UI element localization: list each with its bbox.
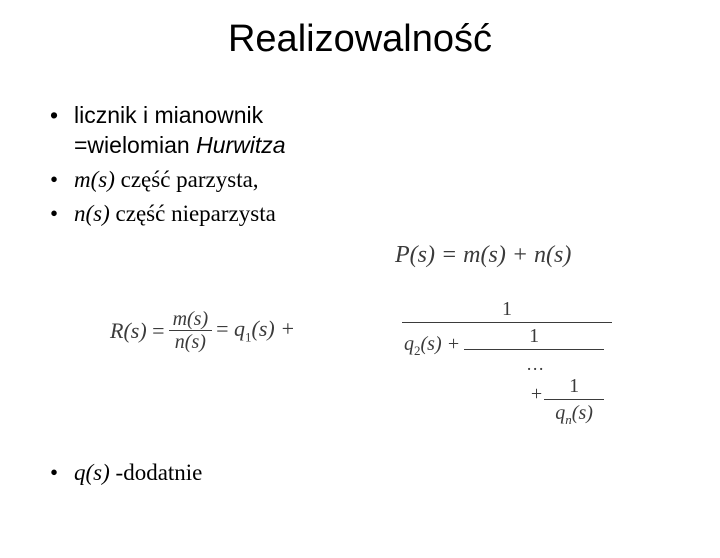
equation-r-s: R(s) = m(s) n(s) = q1(s) + [110, 308, 295, 353]
bullet-2-var: m(s) [74, 167, 115, 192]
cfrac-plus: + [531, 375, 542, 406]
bottom-bullet-list: q(s) -dodatnie [50, 458, 202, 492]
cfrac-q2-tail: (s) + [421, 333, 461, 355]
bullet-list: licznik i mianownik =wielomian Hurwitza … [0, 101, 720, 229]
eq-r-q1-tail: (s) + [252, 316, 296, 341]
bullet-item-1: licznik i mianownik =wielomian Hurwitza [50, 101, 690, 161]
fraction-line-icon [544, 399, 604, 400]
bullet-3-var: n(s) [74, 201, 110, 226]
equation-p-s: P(s) = m(s) + n(s) [395, 242, 571, 269]
eq-p-text: P(s) = m(s) + n(s) [395, 242, 571, 268]
eq-r-frac-den: n(s) [171, 331, 210, 353]
cfrac-q2: q [404, 333, 414, 355]
bullet-1-line-2a: =wielomian [74, 132, 196, 158]
bullet-item-4: q(s) -dodatnie [50, 458, 202, 488]
eq-r-lhs: R(s) [110, 318, 147, 343]
fraction-line-icon [464, 349, 604, 350]
cfrac-num-3: 1 [544, 375, 604, 397]
bullet-1-line-2b: Hurwitza [196, 132, 285, 158]
bullet-item-3: n(s) część nieparzysta [50, 199, 690, 229]
continued-fraction: 1 q2(s) + 1 … + 1 qn(s) [400, 298, 612, 427]
bullet-1-line-1: licznik i mianownik [74, 102, 263, 128]
bullet-4-text: -dodatnie [110, 460, 203, 485]
bullet-item-2: m(s) część parzysta, [50, 165, 690, 195]
eq-r-q1: q [234, 316, 245, 341]
bullet-2-text: część parzysta, [115, 167, 259, 192]
eq-r-eq2: = [216, 316, 234, 341]
cfrac-num-2: 1 [464, 325, 604, 347]
cfrac-qn: q [555, 402, 565, 424]
eq-r-frac-num: m(s) [169, 308, 213, 330]
cfrac-qn-tail: (s) [572, 402, 593, 424]
fraction-line-icon [402, 322, 612, 323]
bullet-3-text: część nieparzysta [110, 201, 276, 226]
slide-title: Realizowalność [0, 18, 720, 61]
bullet-4-var: q(s) [74, 460, 110, 485]
eq-r-eq1: = [147, 318, 165, 343]
cfrac-num-1: 1 [402, 298, 612, 320]
cfrac-dots: … [524, 352, 546, 375]
eq-r-fraction: m(s) n(s) [169, 308, 213, 353]
